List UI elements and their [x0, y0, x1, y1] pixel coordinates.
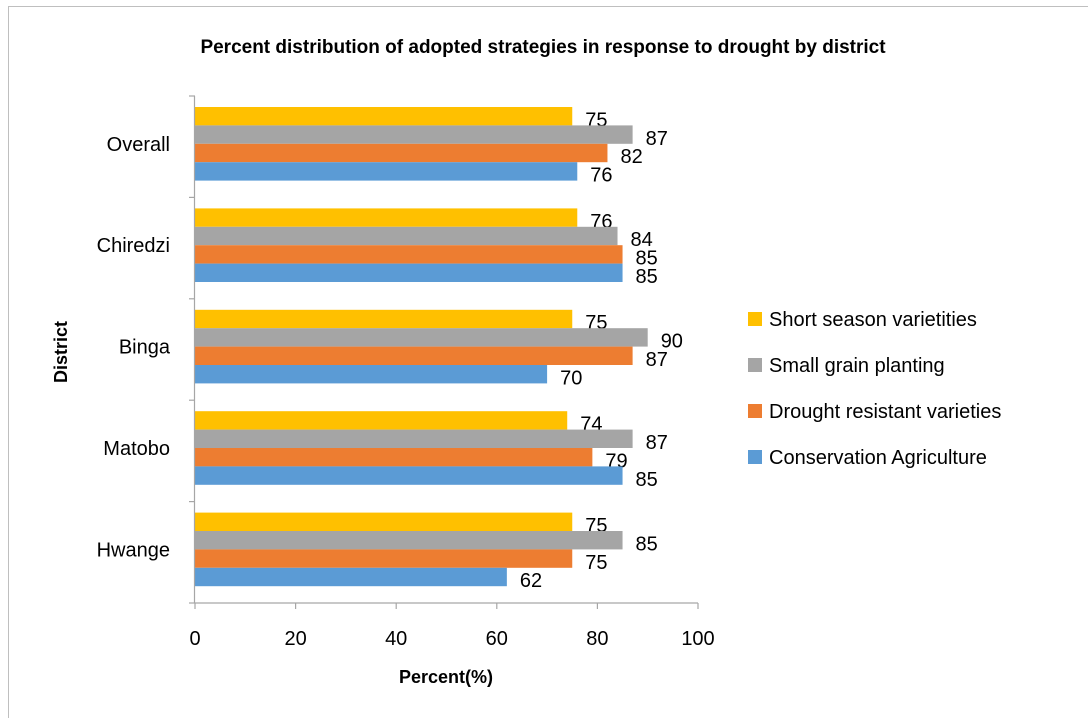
data-label-binga-3: 70: [560, 367, 582, 389]
x-tick-label-0: 0: [189, 628, 200, 650]
category-label-hwange: Hwange: [97, 539, 170, 561]
bar-matobo-0: [195, 411, 568, 430]
bar-chiredzi-1: [195, 226, 618, 246]
data-label-overall-3: 76: [590, 165, 612, 187]
bar-matobo-2: [195, 448, 593, 467]
x-tick-label-60: 60: [486, 628, 508, 650]
data-label-chiredzi-3: 85: [636, 266, 658, 288]
category-label-matobo: Matobo: [103, 438, 170, 460]
legend-label-0: Short season varietities: [769, 309, 977, 331]
category-label-binga: Binga: [119, 337, 171, 359]
legend-label-3: Conservation Agriculture: [769, 447, 987, 469]
legend-label-2: Drought resistant varieties: [769, 401, 1001, 423]
chart-frame: [8, 6, 1088, 718]
bar-binga-1: [195, 328, 648, 347]
bar-binga-2: [195, 346, 633, 365]
x-tick-label-20: 20: [284, 628, 306, 650]
legend: Short season varietities Small grain plan…: [748, 309, 1001, 469]
bar-hwange-3: [195, 567, 507, 587]
legend-swatch-0: [748, 312, 762, 326]
bar-matobo-3: [195, 466, 623, 485]
data-label-matobo-3: 85: [636, 469, 658, 491]
bar-chiredzi-0: [195, 208, 578, 227]
chart-title: Percent distribution of adopted strategi…: [200, 37, 886, 58]
data-label-chiredzi-2: 85: [636, 248, 658, 270]
x-axis-title: Percent(%): [399, 667, 493, 687]
bar-chiredzi-2: [195, 245, 623, 264]
data-label-hwange-3: 62: [520, 570, 542, 592]
bar-overall-1: [195, 125, 633, 144]
data-label-matobo-1: 87: [646, 432, 668, 454]
bar-hwange-2: [195, 549, 573, 568]
data-label-binga-1: 90: [661, 331, 683, 353]
bar-chiredzi-3: [195, 263, 623, 282]
data-label-overall-1: 87: [646, 128, 668, 150]
bar-overall-3: [195, 162, 578, 181]
data-label-hwange-1: 85: [636, 533, 658, 555]
bar-binga-3: [195, 365, 548, 384]
bar-binga-0: [195, 309, 573, 329]
category-label-chiredzi: Chiredzi: [97, 235, 170, 257]
data-label-hwange-2: 75: [585, 552, 607, 574]
data-label-chiredzi-1: 84: [631, 229, 653, 251]
data-label-overall-2: 82: [620, 146, 642, 168]
x-tick-label-40: 40: [385, 628, 407, 650]
data-label-binga-2: 87: [646, 349, 668, 371]
y-axis-title: District: [51, 321, 71, 383]
legend-swatch-1: [748, 358, 762, 372]
bar-hwange-0: [195, 512, 573, 531]
bar-hwange-1: [195, 531, 623, 550]
plot-area: Overall75878276Chiredzi76848585Binga7590…: [97, 95, 715, 650]
bar-overall-2: [195, 143, 608, 163]
legend-label-1: Small grain planting: [769, 355, 945, 377]
bar-overall-0: [195, 107, 573, 126]
x-tick-label-80: 80: [586, 628, 608, 650]
x-tick-label-100: 100: [681, 628, 714, 650]
legend-swatch-2: [748, 404, 762, 418]
bar-matobo-1: [195, 429, 633, 448]
legend-swatch-3: [748, 450, 762, 464]
category-label-overall: Overall: [107, 134, 170, 156]
